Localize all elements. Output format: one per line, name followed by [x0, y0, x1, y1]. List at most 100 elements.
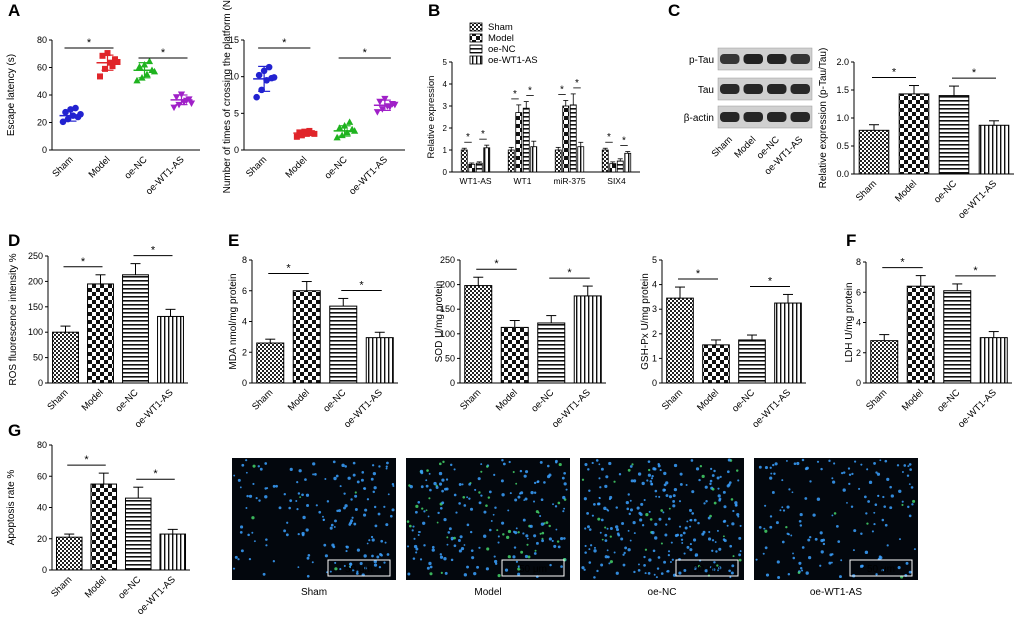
cell-nucleus — [609, 560, 613, 564]
cell-nucleus — [709, 479, 713, 483]
significance-star: * — [363, 47, 368, 59]
y-tick-label: 20 — [37, 118, 47, 128]
cell-nucleus — [860, 463, 863, 466]
cell-nucleus — [600, 563, 604, 567]
cell-nucleus — [701, 474, 705, 479]
cell-nucleus — [903, 464, 907, 467]
cell-nucleus — [627, 493, 630, 496]
cell-nucleus — [866, 522, 869, 525]
legend-swatch — [469, 44, 483, 54]
cell-nucleus — [507, 555, 511, 559]
cell-nucleus — [384, 541, 387, 544]
cell-nucleus — [731, 522, 735, 526]
y-axis-label: SOD U/mg protein — [434, 281, 445, 363]
cell-nucleus — [645, 513, 649, 517]
cell-nucleus — [385, 465, 388, 468]
cell-nucleus — [378, 566, 382, 569]
cell-nucleus — [655, 576, 658, 579]
cell-nucleus — [257, 465, 260, 468]
cell-nucleus — [264, 462, 268, 465]
cell-nucleus — [524, 470, 529, 474]
cell-nucleus — [801, 546, 805, 549]
cell-nucleus — [820, 550, 824, 554]
cell-nucleus — [792, 556, 796, 560]
significance-star: * — [282, 37, 287, 49]
cell-nucleus — [407, 572, 411, 576]
cell-nucleus — [517, 565, 521, 568]
cell-nucleus — [330, 523, 334, 527]
cell-nucleus — [686, 545, 690, 549]
cell-nucleus — [526, 543, 529, 546]
cell-nucleus — [713, 469, 716, 473]
cell-nucleus — [480, 463, 483, 466]
cell-nucleus — [646, 479, 649, 482]
cell-nucleus — [324, 478, 327, 481]
cell-nucleus — [461, 483, 464, 486]
cell-nucleus — [908, 463, 912, 466]
panel-letter: D — [8, 231, 20, 250]
blot-strip — [717, 47, 813, 71]
cell-nucleus — [875, 573, 878, 576]
cell-nucleus — [438, 462, 442, 466]
cell-nucleus — [352, 461, 356, 465]
cell-nucleus — [707, 516, 711, 520]
cell-nucleus — [673, 487, 678, 492]
significance-star: * — [528, 86, 532, 97]
cell-nucleus — [427, 515, 430, 518]
cell-nucleus — [504, 568, 509, 572]
y-tick-label: 250 — [28, 251, 43, 261]
cell-nucleus — [359, 561, 363, 566]
cell-nucleus — [376, 555, 380, 559]
cell-nucleus — [871, 530, 874, 533]
cell-nucleus — [665, 494, 669, 497]
cell-nucleus — [588, 489, 591, 492]
cell-nucleus — [536, 480, 539, 484]
cell-nucleus — [738, 536, 742, 540]
data-point — [255, 71, 263, 79]
cell-nucleus — [716, 529, 719, 532]
cell-nucleus — [426, 566, 430, 570]
cell-nucleus — [659, 469, 662, 472]
x-category-label: Sham — [50, 154, 75, 179]
cell-nucleus — [727, 458, 731, 462]
cell-nucleus — [772, 463, 775, 467]
cell-nucleus — [493, 555, 496, 558]
cell-nucleus — [423, 544, 426, 547]
data-point — [293, 133, 300, 140]
cell-nucleus — [819, 531, 823, 535]
cell-nucleus — [283, 529, 287, 533]
data-point — [265, 63, 273, 71]
legend-swatch — [469, 33, 483, 43]
cell-nucleus — [466, 496, 469, 499]
x-category-label: oe-WT1-AS — [750, 387, 793, 430]
scale-bar-box — [675, 559, 739, 577]
cell-nucleus — [488, 528, 492, 532]
cell-nucleus — [805, 571, 809, 575]
cell-nucleus — [606, 508, 609, 511]
cell-nucleus — [442, 460, 445, 464]
cell-nucleus — [275, 484, 278, 488]
cell-nucleus — [861, 564, 864, 568]
bar — [530, 146, 538, 173]
data-point — [346, 118, 354, 125]
cell-nucleus — [502, 462, 506, 466]
cell-nucleus — [363, 554, 367, 558]
cell-nucleus — [301, 493, 304, 497]
cell-nucleus — [769, 466, 772, 469]
cell-nucleus — [771, 491, 775, 494]
cell-nucleus — [652, 549, 656, 553]
cell-nucleus — [738, 558, 742, 562]
cell-nucleus — [371, 554, 374, 558]
cell-nucleus — [908, 570, 912, 574]
cell-nucleus — [512, 471, 515, 474]
cell-nucleus — [458, 483, 462, 486]
cell-nucleus — [515, 482, 518, 485]
y-tick-label: 80 — [37, 440, 47, 450]
cell-nucleus — [428, 497, 431, 500]
cell-nucleus — [831, 477, 834, 480]
cell-nucleus — [561, 476, 565, 480]
cell-nucleus — [697, 521, 700, 525]
cell-nucleus — [478, 491, 481, 494]
cell-nucleus — [520, 491, 524, 495]
cell-nucleus — [801, 458, 805, 462]
